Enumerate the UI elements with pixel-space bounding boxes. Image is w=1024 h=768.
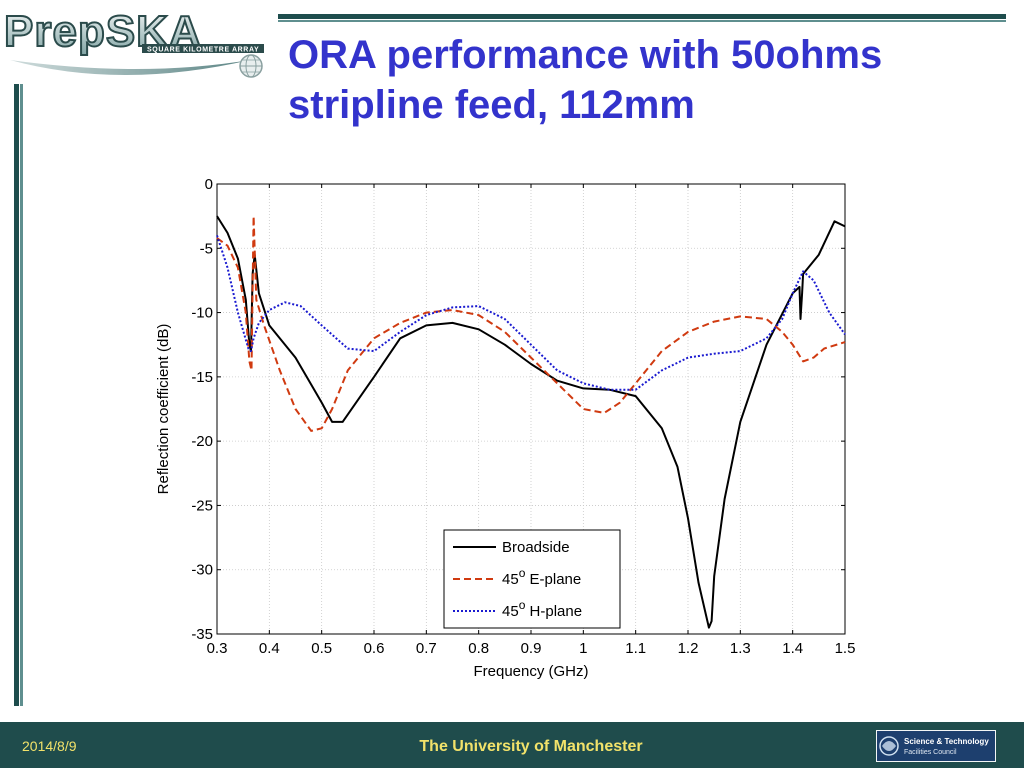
stfc-line1: Science & Technology bbox=[904, 737, 989, 746]
top-rule-thin bbox=[278, 20, 1006, 22]
slide-title-line1: ORA performance with 50ohms bbox=[288, 30, 1008, 80]
legend-label: Broadside bbox=[502, 539, 570, 556]
stfc-line2: Facilities Council bbox=[904, 749, 957, 756]
left-rule-thin bbox=[20, 84, 23, 706]
y-tick-label: -15 bbox=[191, 369, 213, 386]
y-tick-label: -25 bbox=[191, 497, 213, 514]
x-axis-label: Frequency (GHz) bbox=[473, 663, 588, 680]
reflection-coefficient-chart: 0.3 0.4 0.5 0.6 0.7 0.8 0.9 1 1.1 1.2 1.3 1.4 1.50-5… bbox=[140, 165, 870, 690]
y-tick-label: -20 bbox=[191, 433, 213, 450]
x-tick-label: 1.1 bbox=[625, 640, 646, 657]
prepska-logo: PrepSKA SQUARE KILOMETRE ARRAY bbox=[0, 0, 275, 82]
globe-icon bbox=[240, 55, 262, 77]
y-tick-label: 0 bbox=[205, 176, 213, 193]
x-tick-label: 1.4 bbox=[782, 640, 803, 657]
footer-university: The University of Manchester bbox=[0, 738, 1024, 756]
y-axis-label: Reflection coefficient (dB) bbox=[155, 324, 172, 495]
x-tick-label: 0.9 bbox=[521, 640, 542, 657]
top-rule bbox=[278, 14, 1006, 19]
footer-bar: 2014/8/9 The University of Manchester Sc… bbox=[0, 722, 1024, 768]
slide-title: ORA performance with 50ohms stripline fe… bbox=[288, 30, 1008, 130]
x-tick-label: 1 bbox=[579, 640, 587, 657]
x-tick-label: 1.5 bbox=[835, 640, 856, 657]
slide-title-line2: stripline feed, 112mm bbox=[288, 80, 1008, 130]
y-tick-label: -5 bbox=[200, 240, 213, 257]
stfc-logo: Science & Technology Facilities Council bbox=[876, 730, 996, 762]
x-tick-label: 1.3 bbox=[730, 640, 751, 657]
x-tick-label: 0.8 bbox=[468, 640, 489, 657]
y-tick-label: -30 bbox=[191, 562, 213, 579]
y-tick-label: -10 bbox=[191, 305, 213, 322]
left-rule bbox=[14, 84, 19, 706]
x-tick-label: 1.2 bbox=[678, 640, 699, 657]
y-tick-label: -35 bbox=[191, 626, 213, 643]
x-tick-label: 0.4 bbox=[259, 640, 280, 657]
x-tick-label: 0.7 bbox=[416, 640, 437, 657]
x-tick-label: 0.5 bbox=[311, 640, 332, 657]
x-tick-label: 0.6 bbox=[364, 640, 385, 657]
logo-tagline: SQUARE KILOMETRE ARRAY bbox=[147, 47, 259, 54]
